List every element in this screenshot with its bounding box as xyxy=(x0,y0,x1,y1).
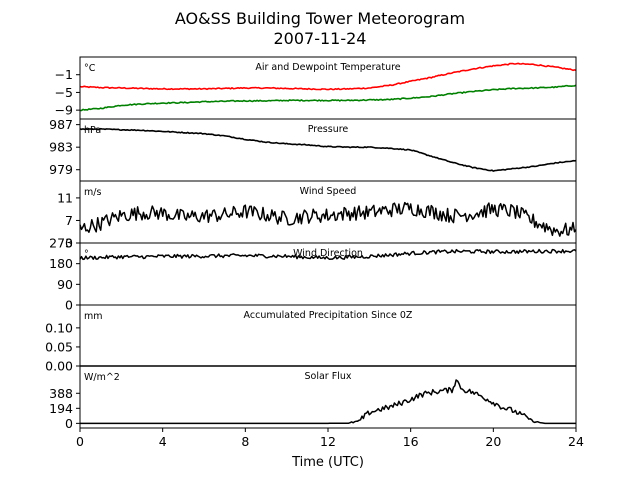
y-tick-label-wind-direction: 180 xyxy=(49,256,73,271)
x-tick-label: 12 xyxy=(320,434,336,449)
y-tick-label-wind-speed: 7 xyxy=(65,213,73,228)
unit-label-precipitation: mm xyxy=(84,311,103,322)
panel-label-temperature: Air and Dewpoint Temperature xyxy=(255,62,400,73)
y-tick-label-temperature: −1 xyxy=(55,67,73,82)
panel-label-wind-direction: Wind Direction xyxy=(293,248,363,259)
x-tick-label: 16 xyxy=(403,434,419,449)
unit-label-wind-speed: m/s xyxy=(84,187,101,198)
x-axis-label: Time (UTC) xyxy=(291,455,364,470)
panel-label-solar-flux: Solar Flux xyxy=(305,371,352,382)
series-line-pressure-0 xyxy=(79,127,577,172)
y-tick-label-pressure: 979 xyxy=(49,162,73,177)
chart-date: 2007-11-24 xyxy=(274,29,367,48)
y-tick-label-temperature: −9 xyxy=(55,103,73,118)
series-line-temperature-0 xyxy=(79,62,577,91)
y-tick-label-pressure: 983 xyxy=(49,140,73,155)
y-tick-label-precipitation: 0.10 xyxy=(45,320,73,335)
y-tick-label-precipitation: 0.05 xyxy=(45,339,73,354)
x-tick-label: 0 xyxy=(76,434,84,449)
panel-wind-speed: 11 7 3 m/s Wind Speed xyxy=(57,180,577,251)
y-tick-label-temperature: −5 xyxy=(55,85,73,100)
y-tick-label-solar-flux: 194 xyxy=(49,401,73,416)
y-tick-label-precipitation: 0.00 xyxy=(45,359,73,374)
unit-label-pressure: hPa xyxy=(84,125,101,136)
panel-label-pressure: Pressure xyxy=(308,124,349,135)
series-line-wind-speed-0 xyxy=(79,201,577,237)
series-line-solar-flux-0 xyxy=(80,379,576,425)
x-axis: 0 4 8 12 16 20 24 Time (UTC) xyxy=(76,428,584,470)
panel-pressure: 987 983 979 hPa Pressure xyxy=(49,117,577,182)
y-tick-label-solar-flux: 0 xyxy=(65,416,73,431)
y-tick-label-pressure: 987 xyxy=(49,117,73,132)
series-line-temperature-1 xyxy=(79,84,577,112)
x-tick-label: 4 xyxy=(159,434,167,449)
x-tick-label: 8 xyxy=(241,434,249,449)
panel-wind-direction: 270 180 90 0 ° Wind Direction xyxy=(49,236,577,313)
y-tick-label-wind-speed: 11 xyxy=(57,190,73,205)
x-tick-label: 20 xyxy=(485,434,501,449)
unit-label-temperature: °C xyxy=(84,63,96,74)
unit-label-solar-flux: W/m^2 xyxy=(84,372,120,383)
y-tick-label-solar-flux: 388 xyxy=(49,386,73,401)
y-tick-label-wind-direction: 0 xyxy=(65,298,73,313)
series-line-wind-direction-0 xyxy=(79,248,577,261)
y-tick-label-wind-direction: 90 xyxy=(57,277,73,292)
y-tick-label-wind-speed: 3 xyxy=(65,236,73,251)
panel-temperature: −1 −5 −9 °C Air and Dewpoint Temperature xyxy=(55,56,577,120)
panel-precipitation: 0.10 0.05 0.00 mm Accumulated Precipitation … xyxy=(45,304,577,374)
y-tick-label-wind-direction: 270 xyxy=(49,236,73,251)
panel-label-precipitation: Accumulated Precipitation Since 0Z xyxy=(244,310,413,321)
panels: −1−5−9°C Air and Dewpoint Temperature9879… xyxy=(45,56,577,431)
panel-label-wind-speed: Wind Speed xyxy=(300,186,357,197)
unit-label-wind-direction: ° xyxy=(84,249,89,260)
x-tick-label: 24 xyxy=(568,434,584,449)
chart-title: AO&SS Building Tower Meteorogram xyxy=(175,9,465,28)
